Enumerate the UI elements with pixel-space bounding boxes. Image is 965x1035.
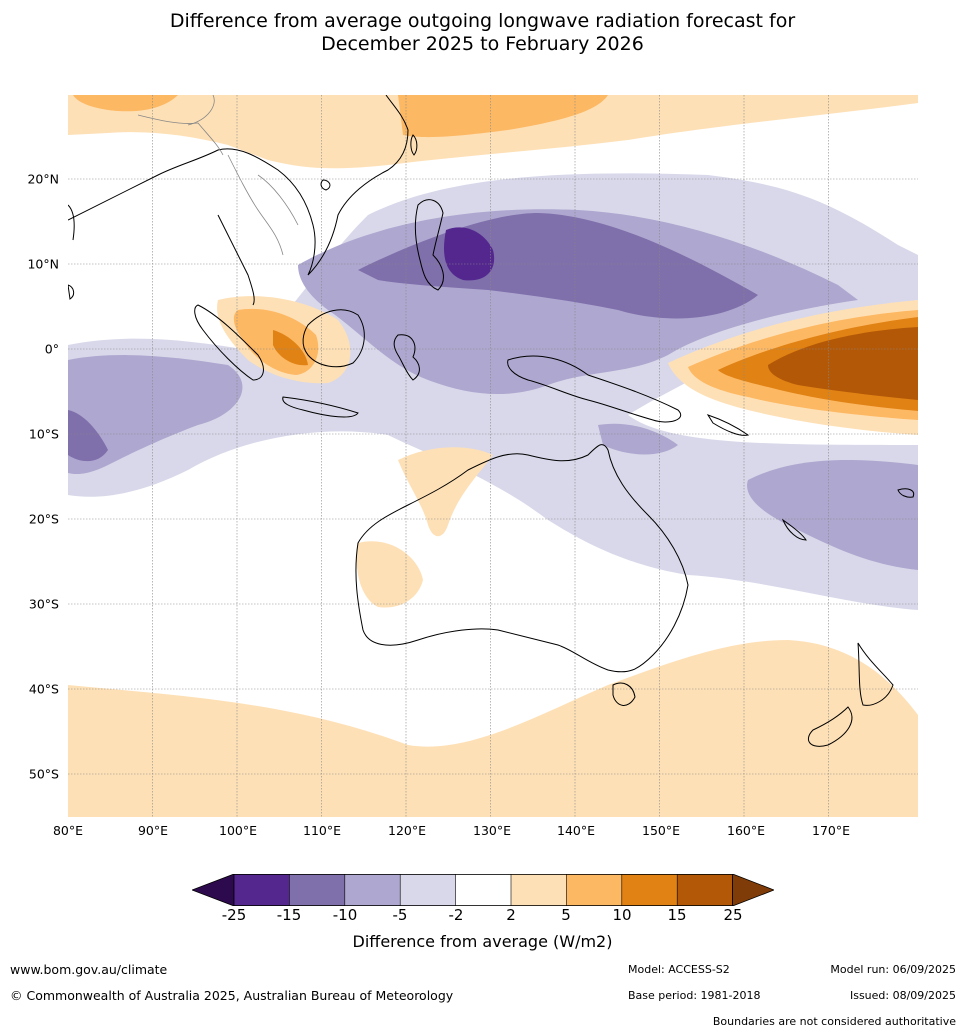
new-zealand-south <box>808 706 853 747</box>
map-panel[interactable] <box>68 95 918 817</box>
pos-anomaly-south <box>68 640 918 817</box>
footer-base-period: Base period: 1981-2018 <box>628 989 761 1002</box>
pos-anomaly-north-strong <box>398 95 608 138</box>
tasmania-coast <box>612 682 636 706</box>
legend-tick-neg25: -25 <box>221 906 247 924</box>
footer-model-run: Model run: 06/09/2025 <box>830 963 956 976</box>
footer-disclaimer: Boundaries are not considered authoritat… <box>712 1015 956 1028</box>
neg-anomaly-medium-east <box>747 460 918 570</box>
footer-model: Model: ACCESS-S2 <box>628 963 730 976</box>
lon-label-140e: 140°E <box>556 823 596 838</box>
sumatra-coast <box>194 304 264 381</box>
lon-label-130e: 130°E <box>472 823 512 838</box>
lat-label-0: 0° <box>44 341 59 357</box>
footer-website-link[interactable]: www.bom.gov.au/climate <box>10 962 168 977</box>
legend-colorbar <box>192 874 774 906</box>
lat-label-20s: 20°S <box>28 511 59 527</box>
hainan-coast <box>320 179 331 191</box>
neg-anomaly-medium-west <box>68 355 243 475</box>
legend-swatch-9 <box>677 874 733 906</box>
malay-peninsula-coast <box>217 214 255 306</box>
sulawesi-coast <box>393 334 420 381</box>
legend-swatch-6 <box>511 874 567 906</box>
pos-anomaly-pacific-core <box>768 327 918 400</box>
asia-mainland-coast <box>68 95 409 276</box>
lat-label-10s: 10°S <box>28 426 59 442</box>
legend-tick-neg2: -2 <box>448 906 464 924</box>
neg-anomaly-dark-west <box>68 410 108 462</box>
legend-tick-25: 25 <box>723 906 743 924</box>
lon-label-160e: 160°E <box>726 823 766 838</box>
footer-issued: Issued: 08/09/2025 <box>849 989 956 1002</box>
pos-anomaly-australia-w <box>356 541 423 608</box>
title-line-1: Difference from average outgoing longwav… <box>169 10 796 32</box>
lon-label-170e: 170°E <box>811 823 851 838</box>
legend-swatch-1 <box>234 874 290 906</box>
legend-label: Difference from average (W/m2) <box>352 932 613 951</box>
title-line-2: December 2025 to February 2026 <box>321 33 644 55</box>
lat-label-30s: 30°S <box>28 596 59 612</box>
neg-anomaly-medium-pacific <box>598 423 678 455</box>
legend-tick-10: 10 <box>612 906 632 924</box>
india-coast <box>68 204 75 241</box>
legend-swatch-7 <box>566 874 622 906</box>
legend-tick-neg15: -15 <box>276 906 302 924</box>
legend-swatch-5 <box>455 874 511 906</box>
lon-label-150e: 150°E <box>641 823 681 838</box>
legend-swatch-max <box>732 874 774 906</box>
pos-anomaly-maritime-core <box>273 330 308 366</box>
legend-swatch-3 <box>344 874 401 906</box>
lon-label-80e: 80°E <box>52 823 84 838</box>
footer-copyright: © Commonwealth of Australia 2025, Austra… <box>10 988 454 1003</box>
australia-coast <box>355 444 689 673</box>
legend-tick-5: 5 <box>561 906 571 924</box>
legend-swatch-min <box>192 874 235 906</box>
sri-lanka-coast <box>68 284 75 300</box>
legend-tick-15: 15 <box>667 906 687 924</box>
legend-swatch-8 <box>621 874 678 906</box>
fiji-coast <box>897 488 915 498</box>
borneo-coast <box>302 309 365 368</box>
graticule <box>68 95 918 817</box>
coastlines <box>68 95 915 747</box>
map-title: Difference from average outgoing longwav… <box>0 10 965 56</box>
lon-label-120e: 120°E <box>387 823 427 838</box>
new-caledonia-coast <box>781 518 807 541</box>
lat-label-20n: 20°N <box>27 171 59 187</box>
philippines-coast <box>414 199 444 291</box>
pos-anomaly-australia <box>398 447 493 537</box>
pos-anomaly-north-west <box>73 95 178 112</box>
lat-label-10n: 10°N <box>27 256 59 272</box>
legend-frame <box>233 874 734 906</box>
lat-label-40s: 40°S <box>28 681 59 697</box>
map-canvas <box>68 95 918 817</box>
solomon-coast <box>706 414 750 436</box>
lon-label-90e: 90°E <box>137 823 169 838</box>
country-borders <box>137 95 299 256</box>
legend-tick-neg10: -10 <box>332 906 358 924</box>
legend-swatch-2 <box>289 874 345 906</box>
new-guinea-coast <box>507 355 681 423</box>
new-zealand-north <box>857 642 894 706</box>
neg-anomaly-core <box>443 227 495 281</box>
lon-label-110e: 110°E <box>302 823 342 838</box>
legend-swatch-4 <box>400 874 456 906</box>
lon-label-100e: 100°E <box>218 823 258 838</box>
legend-tick-2: 2 <box>506 906 516 924</box>
legend-tick-neg5: -5 <box>392 906 408 924</box>
java-coast <box>282 396 359 418</box>
taiwan-coast <box>410 134 418 156</box>
lat-label-50s: 50°S <box>28 766 59 782</box>
